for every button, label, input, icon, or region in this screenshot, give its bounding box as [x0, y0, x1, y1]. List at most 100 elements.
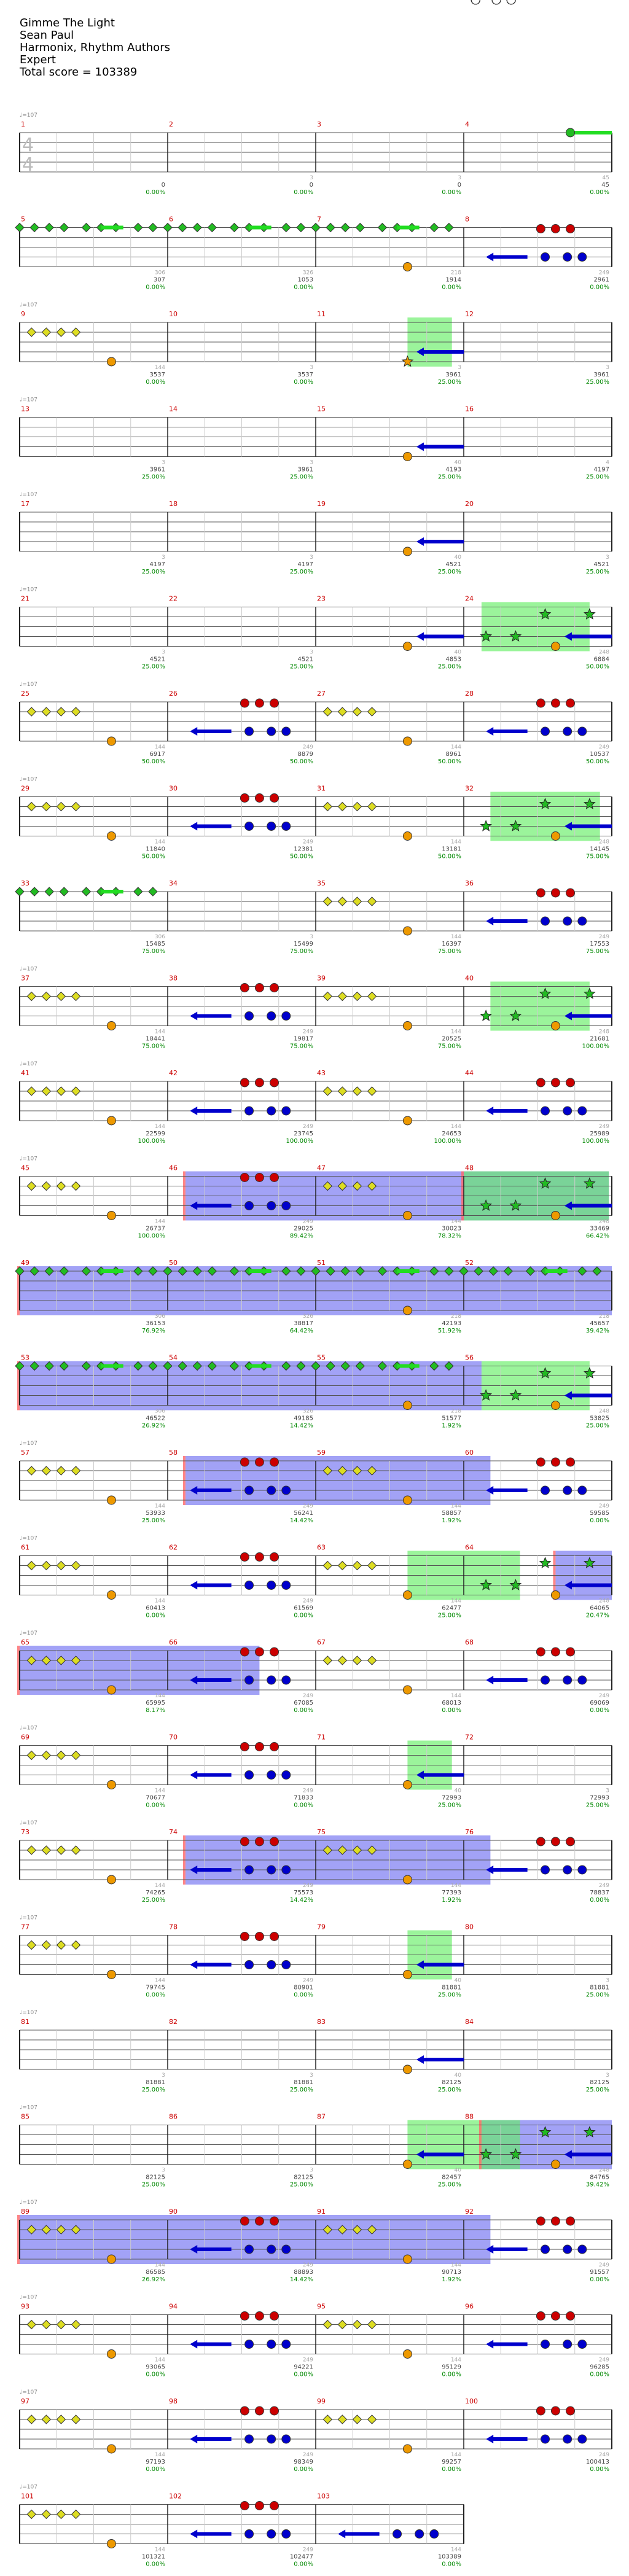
star-gem — [480, 820, 492, 831]
overdrive-percent: 25.00% — [290, 664, 313, 671]
drum-gem — [240, 1552, 249, 1562]
staff-system: 493063615376.92%503263881764.42%51218421… — [15, 1259, 612, 1334]
measure-note-count: 144 — [451, 2262, 461, 2268]
star-gem — [584, 2126, 596, 2138]
cymbal-gem — [148, 222, 158, 233]
cymbal-gem — [44, 1361, 54, 1371]
cymbal-gem — [525, 1266, 536, 1276]
measure-note-count: 3 — [310, 365, 313, 371]
measure-score: 22599 — [146, 1130, 165, 1137]
cymbal-gem — [41, 1940, 52, 1950]
measure-number: 51 — [317, 1259, 326, 1267]
green-sustain — [249, 1269, 272, 1273]
cymbal-gem — [444, 1361, 454, 1371]
blue-sustain-head — [486, 1107, 494, 1115]
staff-system: ♩=107133396125.00%143396125.00%154041932… — [19, 397, 612, 481]
cymbal-gem — [488, 1266, 498, 1276]
cymbal-gem — [163, 1361, 173, 1371]
cymbal-gem — [337, 707, 348, 717]
tempo-marker: ♩=107 — [20, 1630, 37, 1636]
measure-note-count: 306 — [155, 1313, 165, 1320]
overdrive-percent: 0.00% — [442, 2466, 461, 2473]
measure-note-count: 3 — [162, 2168, 165, 2174]
star-gem — [539, 2126, 552, 2138]
blue-sustain — [419, 634, 464, 639]
blue-sustain-head — [190, 1866, 198, 1874]
drum-gem — [550, 2311, 560, 2321]
cymbal-gem — [71, 1560, 81, 1571]
cymbal-gem — [41, 1750, 52, 1761]
cymbal-gem — [15, 1361, 25, 1371]
drum-gem — [471, 0, 480, 5]
cymbal-gem — [41, 707, 52, 717]
overdrive-percent: 100.00% — [138, 1138, 166, 1145]
cymbal-gem — [444, 1266, 454, 1276]
blue-sustain — [567, 1583, 612, 1587]
cymbal-gem — [26, 801, 36, 812]
drum-gem — [267, 1581, 276, 1590]
overdrive-percent: 0.00% — [590, 189, 609, 196]
cymbal-gem — [81, 222, 92, 233]
measure-note-count: 249 — [599, 1883, 609, 1889]
blue-sustain-head — [486, 2435, 494, 2443]
drum-gem — [541, 2244, 550, 2254]
tempo-marker: ♩=107 — [20, 682, 37, 688]
tempo-marker: ♩=107 — [20, 112, 37, 119]
measure-score: 67085 — [294, 1700, 313, 1706]
measure-number: 57 — [21, 1449, 29, 1457]
drum-gem — [550, 1590, 560, 1600]
cymbal-gem — [26, 1845, 36, 1855]
measure-number: 76 — [465, 1828, 474, 1836]
drum-gem — [402, 1306, 412, 1315]
drum-gem — [566, 1837, 576, 1846]
cymbal-gem — [337, 2225, 348, 2235]
cymbal-gem — [29, 1266, 39, 1276]
measure-number: 37 — [21, 975, 29, 983]
cymbal-gem — [26, 2225, 36, 2235]
measure-note-count: 3 — [310, 175, 313, 181]
measure-note-count: 3 — [310, 934, 313, 940]
measure-number: 68 — [465, 1638, 474, 1646]
measure-note-count: 144 — [155, 744, 165, 750]
measure-note-count: 3 — [162, 2072, 165, 2079]
measure-number: 29 — [21, 785, 29, 793]
overdrive-percent: 75.00% — [438, 948, 461, 955]
cymbal-gem — [322, 1560, 332, 1571]
staff-system: ♩=107213452125.00%223452125.00%234048532… — [19, 0, 612, 671]
drum-gem — [429, 2529, 439, 2539]
staff-system: ♩=107571445393325.00%582495624114.42%591… — [19, 1441, 612, 1524]
measure-score: 88893 — [294, 2269, 313, 2276]
measure-number: 88 — [465, 2113, 474, 2121]
blue-sustain-head — [190, 1011, 198, 1021]
measure-note-count: 249 — [303, 744, 313, 750]
measure-score: 45657 — [590, 1320, 609, 1327]
overdrive-percent: 25.00% — [142, 664, 165, 671]
cymbal-gem — [59, 222, 69, 233]
measure-note-count: 326 — [303, 270, 313, 276]
measure-score: 71833 — [294, 1795, 313, 1802]
measure-note-count: 144 — [155, 1219, 165, 1225]
blue-sustain-head — [416, 348, 424, 356]
cymbal-gem — [56, 801, 66, 812]
measure-number: 11 — [317, 310, 326, 318]
blue-sustain — [567, 1204, 612, 1208]
measure-note-count: 40 — [455, 1788, 462, 1794]
staff-system: ♩=10765144659958.17%66249670850.00%67144… — [19, 1630, 612, 1714]
cymbal-gem — [367, 2225, 377, 2235]
overdrive-percent: 0.00% — [146, 1992, 165, 1999]
measure-note-count: 144 — [155, 1693, 165, 1699]
measure-score: 94221 — [294, 2364, 313, 2371]
drum-gem — [281, 2434, 291, 2444]
overdrive-percent: 0.00% — [146, 1802, 165, 1809]
measure-score: 56241 — [294, 1510, 313, 1517]
tempo-marker: ♩=107 — [20, 2010, 37, 2016]
measure-number: 41 — [21, 1069, 29, 1077]
drum-gem — [281, 822, 291, 831]
cymbal-gem — [355, 222, 365, 233]
cymbal-gem — [59, 887, 69, 897]
cymbal-gem — [444, 222, 454, 233]
measure-number: 53 — [21, 1354, 29, 1362]
overdrive-percent: 14.42% — [290, 1517, 313, 1524]
time-signature-bottom: 4 — [22, 154, 34, 176]
